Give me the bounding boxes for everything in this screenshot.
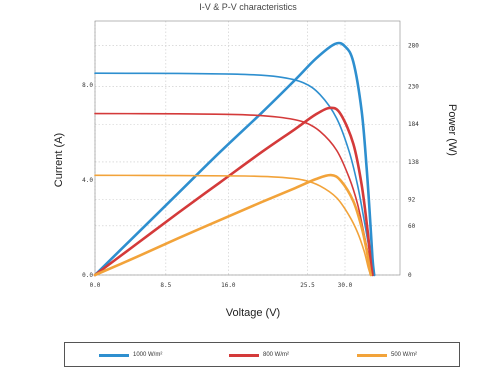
plot-frame: [94, 20, 401, 276]
y-right-tick-label: 60: [408, 223, 416, 230]
legend-item-500: 500 W/m²: [357, 350, 417, 360]
x-axis-title: Voltage (V): [226, 307, 280, 319]
legend-swatch-500: [357, 353, 387, 357]
y-left-tick-label: 0.0: [82, 272, 93, 279]
legend-label-1000: 1000 W/m²: [133, 352, 163, 358]
legend: 1000 W/m² 800 W/m² 500 W/m²: [64, 342, 460, 367]
pv-curve-1000: [93, 41, 376, 277]
ticks: 0.0 8.5 16.0 25.5 30.0 0.0 4.0 8.0 0 60 92 138 184 23…: [82, 43, 419, 289]
y-axis-left-title: Current (A): [53, 133, 65, 187]
y-right-tick-label: 230: [408, 84, 419, 91]
legend-item-1000: 1000 W/m²: [99, 350, 162, 360]
y-left-tick-label: 8.0: [82, 82, 93, 89]
curves: [93, 41, 376, 277]
legend-swatch-1000: [99, 353, 129, 357]
x-tick-label: 30.0: [338, 282, 353, 289]
legend-label-500: 500 W/m²: [391, 352, 418, 358]
y-axis-right-title: Power (W): [446, 104, 458, 156]
iv-curve-1000: [94, 72, 375, 276]
y-right-tick-label: 92: [408, 197, 416, 204]
iv-curve-500: [94, 174, 372, 276]
x-tick-label: 16.0: [221, 282, 236, 289]
chart-title: I-V & P-V characteristics: [199, 2, 297, 12]
y-right-tick-label: 184: [408, 121, 419, 128]
y-right-tick-label: 0: [408, 272, 412, 279]
x-tick-label: 0.0: [90, 282, 101, 289]
legend-label-800: 800 W/m²: [263, 352, 290, 358]
pv-curve-800: [93, 106, 374, 277]
iv-pv-chart: I-V & P-V characteristics 0.0 8.5 16.0 25.5…: [53, 2, 458, 319]
y-left-tick-label: 4.0: [82, 177, 93, 184]
legend-swatch-800: [229, 353, 259, 357]
x-tick-label: 8.5: [160, 282, 171, 289]
pv-curve-500: [93, 173, 373, 277]
y-right-tick-label: 138: [408, 159, 419, 166]
y-right-tick-label: 280: [408, 43, 419, 50]
legend-item-800: 800 W/m²: [229, 350, 289, 360]
x-tick-label: 25.5: [300, 282, 315, 289]
